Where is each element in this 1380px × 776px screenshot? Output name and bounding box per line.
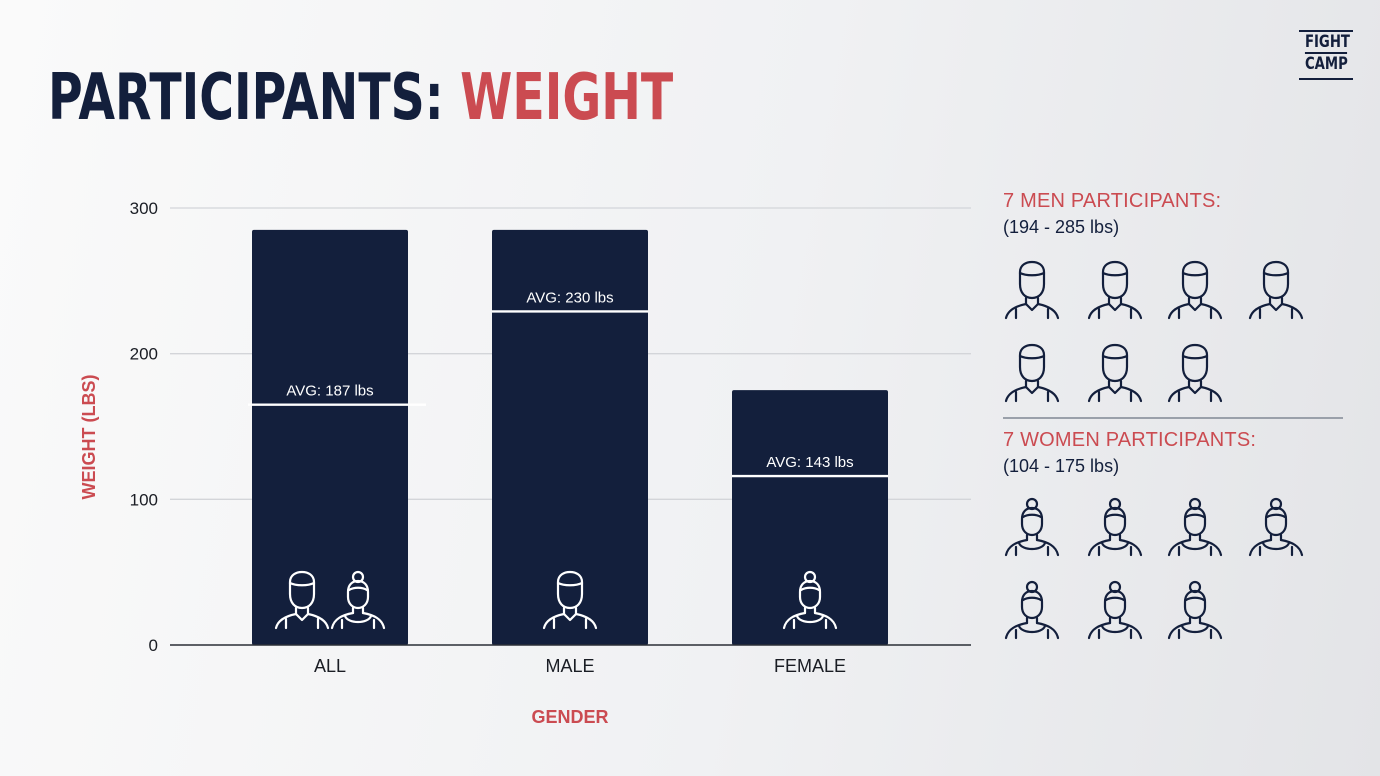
y-axis-title: WEIGHT (LBS) [79,375,99,500]
female-icon [1004,497,1060,557]
y-tick-label: 300 [130,199,158,218]
men-participants-title: 7 MEN PARTICIPANTS: [1003,190,1222,212]
female-icon [1087,580,1143,640]
logo-line-1: FIGHT [1304,32,1350,52]
male-icon [1087,343,1143,403]
male-icon [542,570,598,630]
x-tick-label: ALL [314,656,346,676]
women-participants-title: 7 WOMEN PARTICIPANTS: [1003,429,1257,451]
male-icon [1004,343,1060,403]
bar-female [732,390,888,645]
female-icon [1248,497,1304,557]
female-icon [1167,497,1223,557]
women-weight-range: (104 - 175 lbs) [1003,456,1120,476]
female-icon [782,570,838,630]
x-tick-label: MALE [545,656,594,676]
female-icon [1167,580,1223,640]
y-tick-label: 200 [130,345,158,364]
y-tick-label: 0 [149,636,158,655]
avg-label: AVG: 143 lbs [766,454,853,471]
female-icon [1087,497,1143,557]
male-icon [1087,260,1143,320]
logo-line-2: CAMP [1304,52,1348,74]
men-weight-range: (194 - 285 lbs) [1003,217,1120,237]
male-icon [1004,260,1060,320]
female-icon [330,570,386,630]
bar-male [492,229,648,645]
male-icon [274,570,330,630]
weight-bar-chart: 0 100 200 300 AVG: 187 lbs ALL AVG: 230 lbs M… [79,199,971,727]
y-tick-label: 100 [130,490,158,509]
title-accent: WEIGHT [460,61,674,135]
avg-label: AVG: 230 lbs [526,289,613,306]
section-divider [1003,417,1343,419]
fightcamp-logo: FIGHT CAMP [1299,30,1353,80]
female-icon [1004,580,1060,640]
x-axis-title: GENDER [531,707,608,727]
male-icon [1248,260,1304,320]
bar-all [252,229,408,645]
x-tick-label: FEMALE [774,656,846,676]
page-title: PARTICIPANTS: WEIGHT [48,58,673,138]
male-icon [1167,260,1223,320]
male-icon [1167,343,1223,403]
avg-label: AVG: 187 lbs [286,383,373,400]
title-main: PARTICIPANTS: [48,61,461,135]
